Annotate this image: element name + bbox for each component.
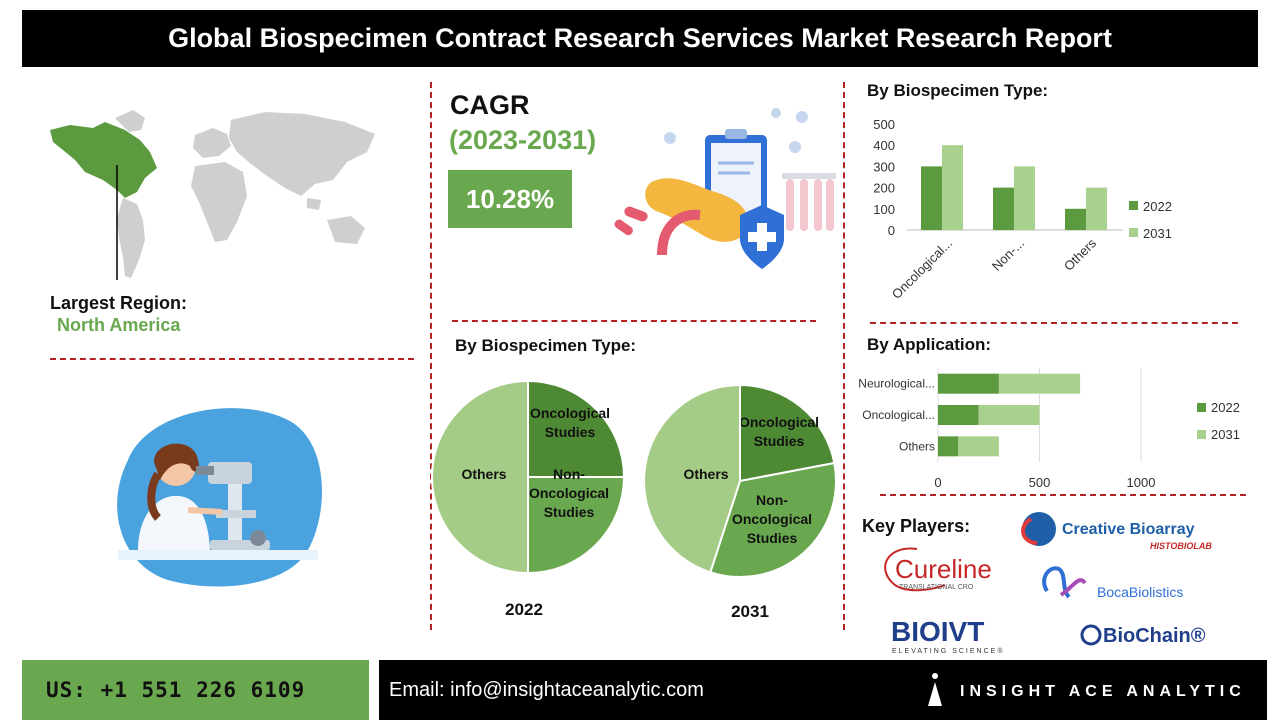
legend-label: 2022 [1211,400,1240,415]
bar [1014,166,1035,230]
player-logo-text: HISTOBIOLAB [1150,541,1212,551]
pie-slice [739,383,836,483]
player-logo-text: Creative Bioarray [1062,521,1195,538]
player-logo-text: ELEVATING SCIENCE® [892,647,1004,655]
divider [880,494,1246,496]
bar [938,373,999,394]
x-tick-label: Non-... [989,236,1027,274]
x-tick-label: 500 [1029,475,1051,490]
region-value: North America [57,315,181,335]
divider [870,322,1238,324]
slice-label: Non-Oncological Studies [529,466,609,520]
slice-label: Others [461,466,506,482]
pie-slice [643,383,741,574]
bar-chart-application: 0 500 1000 Neurological... Oncological... Oth… [858,368,1240,490]
contact-email: Email: info@insightaceanalytic.com [379,660,1267,720]
player-logo-text: BIOIVT [891,616,984,647]
divider [452,320,816,322]
slice-label: Others [683,466,728,482]
bar [921,166,942,230]
pie-slice [527,379,626,478]
y-tick-label: 300 [873,159,895,174]
player-logo-text: Cureline [895,554,992,584]
y-tick-label: Others [899,439,935,453]
pie-year-label: 2031 [731,602,769,621]
key-players-title: Key Players: [862,516,971,536]
y-tick-label: 400 [873,138,895,153]
contact-phone: US: +1 551 226 6109 [22,660,369,720]
pie-slice [709,461,837,578]
chart-title-type: By Biospecimen Type: [867,81,1049,100]
player-logo-text: BocaBiolistics [1097,584,1183,600]
legend-swatch [1197,403,1206,412]
y-tick-label: 200 [873,181,895,196]
bar [993,187,1014,230]
y-tick-label: 100 [873,202,895,217]
bar [978,405,1040,425]
player-logo-text: TRANSLATIONAL CRO [899,584,974,591]
cagr-value: 10.28% [448,170,572,228]
page-title: Global Biospecimen Contract Research Ser… [22,10,1258,67]
scientist-microscope-illustration [117,408,322,587]
world-map-icon [50,110,375,280]
chart-title-pies: By Biospecimen Type: [455,336,637,355]
y-tick-label: Neurological... [858,377,935,391]
bar [1065,208,1086,230]
x-tick-label: Others [1061,235,1100,274]
cagr-period: (2023-2031) [449,125,597,155]
pie-year-label: 2022 [505,600,543,619]
bar-chart-biospecimen: 0 100 200 300 400 500 Oncological... Non-... Oth… [873,117,1172,302]
cagr-label: CAGR [450,90,530,120]
chart-title-application: By Application: [867,335,992,354]
divider [843,82,845,630]
y-tick-label: 500 [873,117,895,132]
legend-swatch [1129,228,1138,237]
y-tick-label: 0 [888,223,895,238]
slice-label: Oncological Studies [530,405,610,440]
divider [50,358,414,360]
legend-label: 2022 [1143,199,1172,214]
divider [430,82,432,630]
x-tick-label: 0 [934,475,941,490]
legend-label: 2031 [1211,427,1240,442]
x-tick-label: Oncological... [889,236,955,302]
slice-label: Non-Oncological Studies [732,492,812,546]
x-tick-label: 1000 [1127,475,1156,490]
pie-slice [431,379,529,575]
legend-swatch [1129,201,1138,210]
slice-label: Oncological Studies [739,414,819,449]
bar [942,145,963,230]
medical-illustration [614,108,836,269]
bar [958,436,999,457]
y-tick-label: Oncological... [862,408,935,422]
brand-logo-icon [928,673,942,706]
region-label: Largest Region: [50,293,188,313]
legend-swatch [1197,430,1206,439]
key-player-logos: Creative Bioarray HISTOBIOLAB Cureline T… [884,512,1212,655]
bar [998,373,1081,394]
pie-slice [527,476,626,575]
bar [1086,187,1107,230]
player-logo-text: BioChain® [1103,625,1206,647]
brand-name: INSIGHT ACE ANALYTIC [960,683,1246,700]
pie-charts-biospecimen: Oncological Studies Non-Oncological Studies… [431,379,837,621]
legend-label: 2031 [1143,226,1172,241]
bar [938,436,959,457]
bar [938,405,979,425]
